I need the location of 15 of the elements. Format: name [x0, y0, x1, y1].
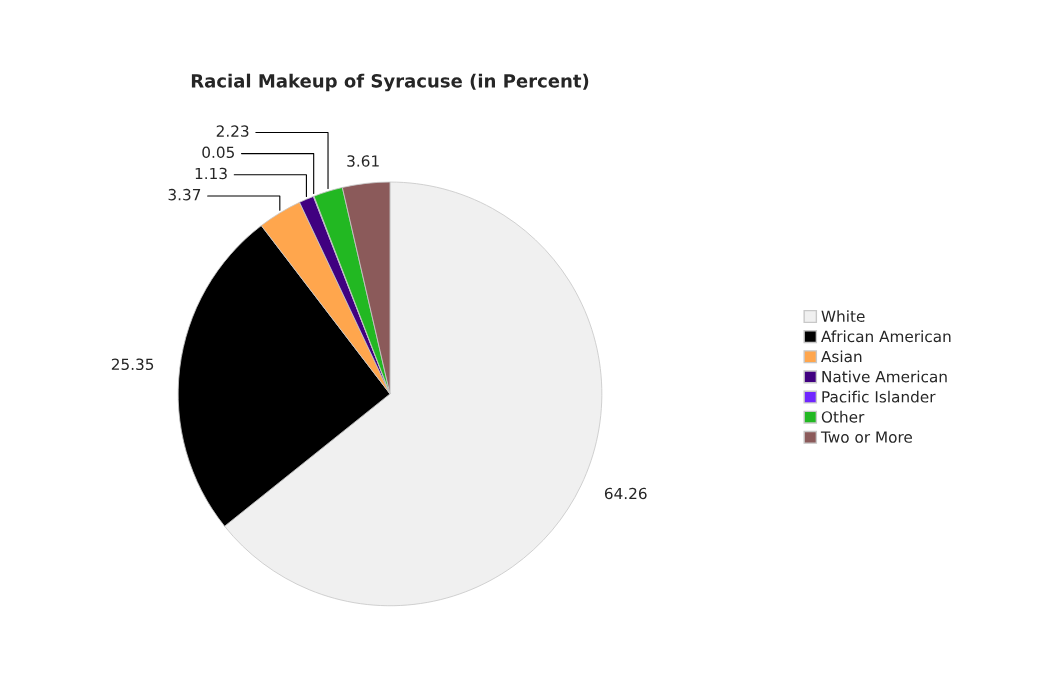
data-label: 2.23: [216, 125, 249, 137]
legend-label: Pacific Islander: [822, 390, 936, 403]
legend-label: African American: [821, 330, 951, 343]
data-label: 25.35: [111, 358, 154, 371]
legend-label: White: [821, 310, 865, 323]
legend-label: Other: [821, 410, 865, 423]
legend-label: Two or More: [820, 431, 912, 443]
data-label: 0.05: [202, 146, 234, 159]
data-label: 3.37: [168, 188, 201, 201]
chart-title: Racial Makeup of Syracuse (in Percent): [191, 73, 589, 92]
data-label: 3.61: [347, 155, 379, 167]
legend-label: Asian: [821, 350, 862, 363]
legend-label: Native American: [822, 370, 947, 383]
data-label: 1.13: [195, 167, 227, 180]
data-label: 64.26: [604, 487, 647, 500]
